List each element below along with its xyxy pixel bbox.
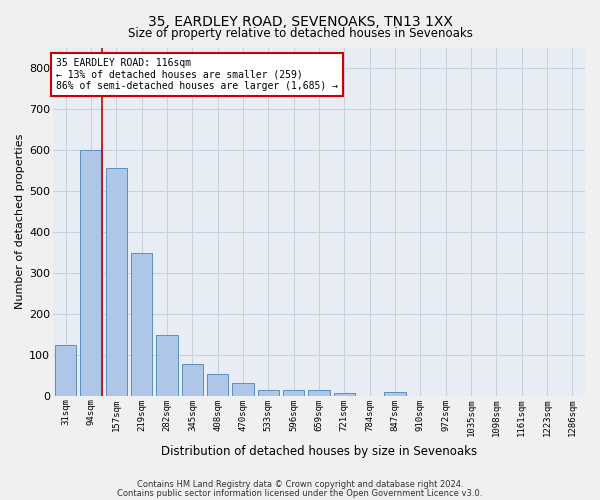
Bar — [106, 168, 127, 396]
Text: Contains public sector information licensed under the Open Government Licence v3: Contains public sector information licen… — [118, 488, 482, 498]
Bar — [232, 384, 254, 396]
Bar — [308, 390, 330, 396]
Y-axis label: Number of detached properties: Number of detached properties — [15, 134, 25, 310]
Bar — [384, 392, 406, 396]
Bar — [55, 344, 76, 396]
Text: 35 EARDLEY ROAD: 116sqm
← 13% of detached houses are smaller (259)
86% of semi-d: 35 EARDLEY ROAD: 116sqm ← 13% of detache… — [56, 58, 338, 91]
Bar — [207, 374, 229, 396]
Bar — [257, 390, 279, 396]
Bar — [80, 150, 102, 396]
Bar — [156, 335, 178, 396]
Text: Size of property relative to detached houses in Sevenoaks: Size of property relative to detached ho… — [128, 28, 472, 40]
Bar — [334, 393, 355, 396]
X-axis label: Distribution of detached houses by size in Sevenoaks: Distribution of detached houses by size … — [161, 444, 477, 458]
Bar — [283, 390, 304, 396]
Bar — [182, 364, 203, 396]
Text: 35, EARDLEY ROAD, SEVENOAKS, TN13 1XX: 35, EARDLEY ROAD, SEVENOAKS, TN13 1XX — [148, 15, 452, 29]
Text: Contains HM Land Registry data © Crown copyright and database right 2024.: Contains HM Land Registry data © Crown c… — [137, 480, 463, 489]
Bar — [131, 253, 152, 396]
